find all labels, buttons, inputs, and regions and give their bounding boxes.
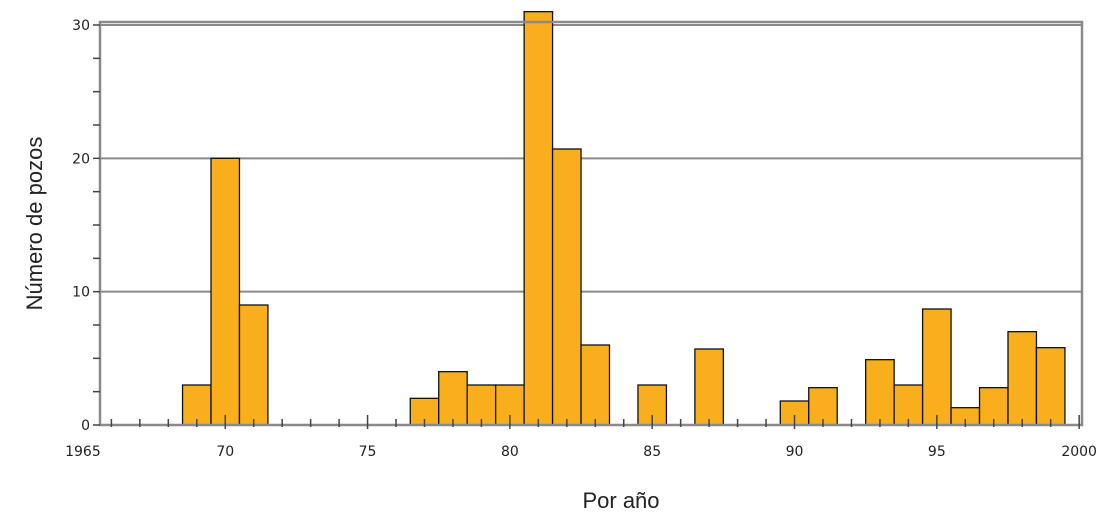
bar-1983	[580, 344, 611, 426]
grid-lines	[100, 24, 1082, 293]
plot-frame	[98, 20, 1084, 427]
bar-1991	[808, 387, 838, 426]
x-tick-label-1965: 1965	[65, 444, 101, 460]
x-tick-label-1985: 85	[643, 444, 661, 460]
bar-1971	[238, 304, 269, 426]
x-tick-label-1995: 95	[928, 444, 946, 460]
y-tick-label-10: 10	[72, 285, 90, 301]
bar-1995	[921, 308, 952, 426]
bars	[181, 11, 1066, 426]
bar-1970	[210, 157, 241, 426]
x-tick-label-1970: 70	[216, 444, 234, 460]
y-axis-title: Número de pozos	[22, 137, 47, 311]
x-tick-label-1975: 75	[359, 444, 377, 460]
bar-1979	[466, 384, 497, 426]
bar-1982	[551, 148, 582, 426]
x-tick-label-2000: 2000	[1061, 444, 1097, 460]
bar-1987	[694, 348, 725, 426]
y-tick-label-30: 30	[72, 18, 90, 34]
bar-1999	[1035, 347, 1066, 426]
x-axis: 1965 70 75 80 85 90 95 2000	[65, 415, 1097, 460]
bar-1969	[181, 384, 212, 426]
x-tick-label-1990: 90	[786, 444, 804, 460]
y-tick-label-0: 0	[81, 418, 90, 434]
bar-1994	[893, 384, 924, 426]
bar-1981	[523, 11, 554, 426]
x-tick-label-1980: 80	[501, 444, 519, 460]
y-tick-label-20: 20	[72, 151, 90, 167]
bar-1993	[865, 359, 895, 426]
y-axis: 0 10 20 30	[72, 18, 100, 434]
x-axis-title: Por año	[582, 488, 659, 513]
bar-1978	[438, 371, 468, 426]
bar-1998	[1007, 331, 1038, 426]
